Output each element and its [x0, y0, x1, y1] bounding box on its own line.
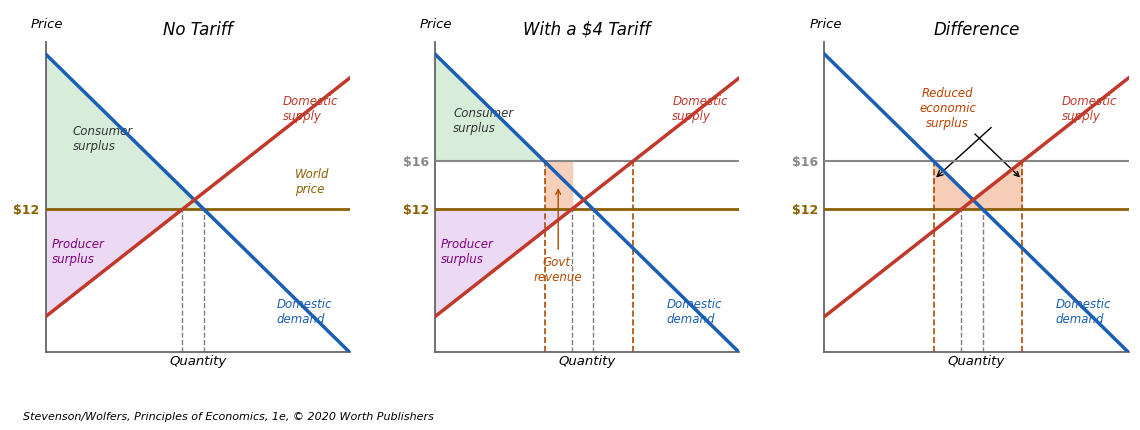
Title: No Tariff: No Tariff: [163, 21, 233, 39]
Text: Price: Price: [420, 18, 453, 31]
Text: Stevenson/Wolfers, Principles of Economics, 1e, © 2020 Worth Publishers: Stevenson/Wolfers, Principles of Economi…: [23, 412, 433, 421]
Title: Difference: Difference: [934, 21, 1019, 39]
Text: Domestic
demand: Domestic demand: [277, 297, 332, 325]
Text: Domestic
supply: Domestic supply: [1061, 95, 1117, 123]
Text: $16: $16: [792, 156, 819, 169]
Text: Govt.
revenue: Govt. revenue: [534, 190, 583, 283]
Text: Consumer
surplus: Consumer surplus: [73, 124, 133, 152]
Polygon shape: [961, 162, 1023, 210]
Polygon shape: [46, 55, 204, 210]
Polygon shape: [545, 162, 572, 210]
Text: Producer
surplus: Producer surplus: [51, 237, 105, 265]
Text: $12: $12: [14, 203, 40, 216]
Polygon shape: [934, 162, 983, 210]
X-axis label: Quantity: Quantity: [169, 354, 227, 367]
X-axis label: Quantity: Quantity: [559, 354, 616, 367]
X-axis label: Quantity: Quantity: [947, 354, 1005, 367]
Text: Consumer
surplus: Consumer surplus: [454, 107, 513, 134]
Text: $16: $16: [402, 156, 429, 169]
Title: With a $4 Tariff: With a $4 Tariff: [523, 21, 651, 39]
Text: Domestic
demand: Domestic demand: [1056, 297, 1112, 325]
Text: Domestic
demand: Domestic demand: [666, 297, 722, 325]
Text: $12: $12: [402, 203, 429, 216]
Text: Reduced
economic
surplus: Reduced economic surplus: [919, 87, 1019, 177]
Text: Domestic
supply: Domestic supply: [673, 95, 727, 123]
Text: Domestic
supply: Domestic supply: [283, 95, 339, 123]
Polygon shape: [46, 210, 182, 317]
Polygon shape: [435, 55, 545, 162]
Polygon shape: [435, 210, 572, 317]
Text: Producer
surplus: Producer surplus: [441, 237, 494, 265]
Text: Price: Price: [31, 18, 63, 31]
Text: $12: $12: [792, 203, 819, 216]
Text: World
price: World price: [295, 167, 329, 195]
Text: Price: Price: [809, 18, 841, 31]
